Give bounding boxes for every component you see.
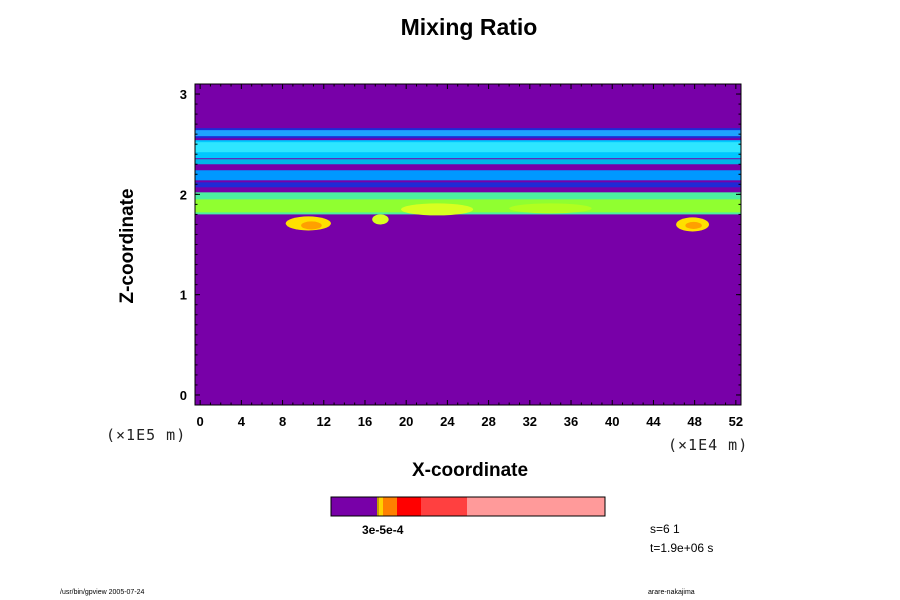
- x-tick-label: 8: [279, 414, 286, 429]
- heatmap-band-4: [195, 159, 741, 165]
- x-tick-label: 44: [646, 414, 661, 429]
- x-tick-label: 32: [523, 414, 537, 429]
- x-axis-label: X-coordinate: [411, 460, 529, 481]
- x-tick-label: 4: [238, 414, 246, 429]
- heatmap-band-5: [195, 170, 741, 181]
- y-axis-label: Z-coordinate: [117, 188, 138, 304]
- chart-title: Mixing Ratio: [400, 14, 538, 40]
- colorbar-segment-6: [467, 497, 605, 516]
- colorbar-segment-4: [397, 497, 421, 516]
- x-tick-label: 0: [197, 414, 204, 429]
- heatmap-band-6: [195, 182, 741, 188]
- x-tick-label: 48: [687, 414, 701, 429]
- y-tick-label: 2: [180, 187, 187, 202]
- colorbar-segment-5: [421, 497, 467, 516]
- x-tick-label: 16: [358, 414, 372, 429]
- x-tick-label: 20: [399, 414, 413, 429]
- heatmap-blob-4: [401, 203, 474, 216]
- x-tick-label: 36: [564, 414, 578, 429]
- x-tick-label: 28: [481, 414, 495, 429]
- heatmap-blob-3: [685, 221, 702, 229]
- heatmap-blob-6: [372, 214, 389, 225]
- heatmap-band-8: [195, 199, 741, 213]
- colorbar-label: 3e-5e-4: [362, 523, 404, 537]
- colorbar-segment-3: [383, 497, 397, 516]
- footer-right-text: arare-nakajima: [648, 589, 695, 596]
- heatmap-blob-5: [509, 203, 592, 214]
- info-s-label: s=6 1: [650, 522, 680, 536]
- colorbar-segment-1: [377, 497, 379, 516]
- colorbar-segment-0: [331, 497, 377, 516]
- x-tick-label: 52: [729, 414, 743, 429]
- y-axis-unit: (×1E5 m): [106, 426, 187, 444]
- x-axis-unit: (×1E4 m): [668, 436, 749, 454]
- info-t-label: t=1.9e+06 s: [650, 541, 714, 555]
- footer-left-text: /usr/bin/gpview 2005-07-24: [60, 589, 145, 596]
- y-tick-label: 3: [180, 87, 187, 102]
- heatmap-band-3: [195, 142, 741, 153]
- colorbar-frame: [330, 496, 606, 517]
- y-tick-label: 0: [180, 388, 187, 403]
- y-tick-label: 1: [180, 288, 187, 303]
- x-tick-label: 40: [605, 414, 619, 429]
- colorbar-segment-2: [379, 497, 383, 516]
- x-tick-label: 12: [317, 414, 331, 429]
- heatmap-blob-1: [301, 221, 322, 230]
- heatmap-band-1: [195, 130, 741, 137]
- x-tick-label: 24: [440, 414, 455, 429]
